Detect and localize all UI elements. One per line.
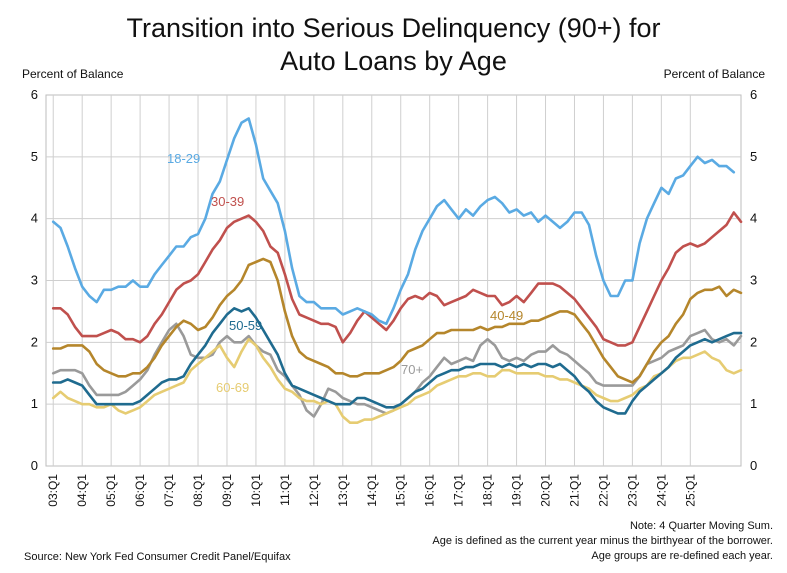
x-tick-label: 08:Q1 [191, 474, 205, 507]
series-line-18-29 [51, 117, 736, 326]
chart-title-line-2: Auto Loans by Age [280, 46, 507, 76]
series-label-40-49: 40-49 [490, 308, 523, 323]
y-tick-label-left: 5 [31, 149, 38, 164]
x-tick-label: 14:Q1 [365, 474, 379, 507]
chart-title-line-1: Transition into Serious Delinquency (90+… [126, 13, 661, 43]
x-tick-label: 11:Q1 [278, 474, 292, 506]
y-tick-label-left: 1 [31, 396, 38, 411]
x-tick-label: 16:Q1 [423, 474, 437, 507]
y-tick-label-right: 3 [750, 273, 757, 288]
series-label-30-39: 30-39 [211, 194, 244, 209]
y-tick-label-right: 1 [750, 396, 757, 411]
x-tick-label: 17:Q1 [452, 474, 466, 507]
series-line-60-69 [51, 337, 743, 424]
x-tick-label: 24:Q1 [654, 474, 668, 507]
series-line-30-39 [51, 211, 743, 347]
y-tick-label-left: 0 [31, 458, 38, 473]
series-line-50-59 [51, 307, 743, 415]
x-tick-label: 25:Q1 [683, 474, 697, 507]
y-tick-label-right: 4 [750, 211, 757, 226]
series-label-18-29: 18-29 [167, 151, 200, 166]
x-tick-label: 12:Q1 [307, 474, 321, 507]
y-tick-label-right: 6 [750, 87, 757, 102]
series-label-60-69: 60-69 [216, 380, 249, 395]
x-tick-label: 23:Q1 [625, 474, 639, 507]
note-line-1: Note: 4 Quarter Moving Sum. [629, 520, 773, 532]
series-line-40-49 [51, 257, 743, 384]
note-line-2: Age is defined as the current year minus… [432, 535, 773, 547]
left-axis-label: Percent of Balance [22, 67, 124, 81]
series-label-50-59: 50-59 [229, 318, 262, 333]
x-tick-label: 09:Q1 [220, 474, 234, 507]
source-note: Source: New York Fed Consumer Credit Pan… [24, 551, 291, 563]
chart-title: Transition into Serious Delinquency (90+… [0, 12, 787, 78]
x-tick-label: 04:Q1 [75, 474, 89, 507]
x-tick-label: 22:Q1 [596, 474, 610, 507]
x-tick-label: 13:Q1 [336, 474, 350, 507]
x-tick-label: 21:Q1 [567, 474, 581, 507]
x-tick-label: 18:Q1 [481, 474, 495, 507]
y-tick-label-left: 3 [31, 273, 38, 288]
x-tick-label: 19:Q1 [510, 474, 524, 507]
x-tick-label: 06:Q1 [133, 474, 147, 507]
series-label-70plus: 70+ [401, 362, 423, 377]
y-tick-label-right: 5 [750, 149, 757, 164]
series-line-70plus [51, 322, 743, 418]
y-tick-label-right: 0 [750, 458, 757, 473]
y-tick-label-left: 6 [31, 87, 38, 102]
x-tick-label: 15:Q1 [394, 474, 408, 507]
x-tick-label: 20:Q1 [539, 474, 553, 507]
x-tick-label: 07:Q1 [162, 474, 176, 507]
y-tick-label-right: 2 [750, 334, 757, 349]
x-tick-label: 03:Q1 [46, 474, 60, 507]
x-tick-label: 10:Q1 [249, 474, 263, 507]
x-tick-label: 05:Q1 [104, 474, 118, 507]
note-line-3: Age groups are re-defined each year. [591, 550, 773, 562]
chart-notes: Note: 4 Quarter Moving Sum. Age is defin… [432, 519, 773, 564]
right-axis-label: Percent of Balance [663, 67, 765, 81]
y-tick-label-left: 4 [31, 211, 38, 226]
y-tick-label-left: 2 [31, 334, 38, 349]
